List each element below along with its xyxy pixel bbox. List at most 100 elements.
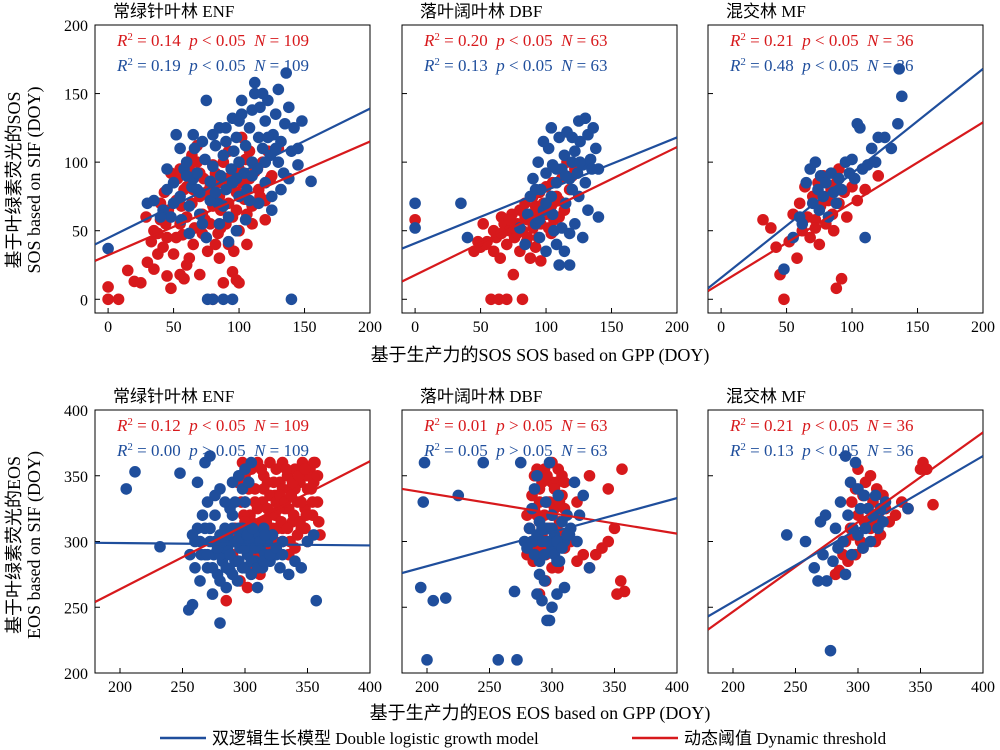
- point-double-logistic: [834, 496, 847, 508]
- y-tick-label: 150: [64, 87, 88, 104]
- svg-text:基于叶绿素荧光的SOS: 基于叶绿素荧光的SOS: [4, 91, 24, 268]
- point-double-logistic: [577, 489, 590, 502]
- point-dynamic-threshold: [602, 483, 615, 495]
- point-dynamic-threshold: [306, 496, 319, 508]
- point-double-logistic: [167, 176, 180, 189]
- point-double-logistic: [187, 128, 200, 141]
- point-double-logistic: [864, 535, 877, 548]
- point-double-logistic: [827, 555, 839, 568]
- point-double-logistic: [228, 145, 240, 157]
- point-dynamic-threshold: [845, 496, 858, 508]
- x-tick-label: 0: [411, 319, 419, 336]
- point-dynamic-threshold: [872, 170, 885, 182]
- point-double-logistic: [224, 548, 236, 561]
- point-dynamic-threshold: [213, 252, 226, 264]
- point-double-logistic: [200, 94, 213, 107]
- point-dynamic-threshold: [487, 245, 500, 258]
- point-dynamic-threshold: [529, 241, 542, 253]
- point-dynamic-threshold: [102, 293, 114, 306]
- point-double-logistic: [538, 548, 551, 561]
- point-dynamic-threshold: [187, 238, 200, 251]
- point-double-logistic: [583, 562, 596, 574]
- point-double-logistic: [527, 172, 539, 185]
- point-double-logistic: [230, 131, 243, 144]
- point-double-logistic: [541, 535, 553, 548]
- point-double-logistic: [239, 213, 252, 226]
- point-double-logistic: [553, 259, 565, 271]
- point-double-logistic: [183, 200, 196, 212]
- svg-text:SOS based on SIF (DOY): SOS based on SIF (DOY): [24, 86, 45, 273]
- point-double-logistic: [537, 135, 550, 148]
- point-dynamic-threshold: [618, 585, 631, 598]
- stats-double-logistic: R2 = 0.00 p > 0.05 N = 109: [116, 441, 309, 460]
- point-double-logistic: [200, 231, 213, 244]
- point-double-logistic: [213, 218, 226, 230]
- panel-2-plot-area: [402, 112, 677, 306]
- point-double-logistic: [800, 176, 813, 189]
- point-double-logistic: [858, 489, 871, 502]
- point-double-logistic: [207, 128, 219, 141]
- point-dynamic-threshold: [291, 529, 304, 541]
- point-double-logistic: [540, 167, 552, 179]
- point-double-logistic: [540, 197, 552, 210]
- x-tick-label: 150: [600, 319, 624, 336]
- panel-1-title: 常绿针叶林 ENF: [113, 2, 234, 21]
- point-double-logistic: [191, 476, 204, 489]
- x-tick-label: 300: [846, 679, 870, 696]
- x-axis-label-sos: 基于生产力的SOS SOS based on GPP (DOY): [371, 345, 710, 366]
- point-double-logistic: [835, 183, 848, 196]
- point-dynamic-threshold: [201, 245, 214, 258]
- x-tick-label: 200: [415, 679, 439, 696]
- point-dynamic-threshold: [765, 222, 777, 234]
- point-double-logistic: [276, 548, 289, 561]
- point-double-logistic: [857, 542, 869, 554]
- y-tick-label: 400: [64, 403, 88, 420]
- point-double-logistic: [209, 139, 222, 152]
- point-dynamic-threshold: [507, 268, 520, 281]
- x-tick-label: 200: [665, 319, 689, 336]
- point-double-logistic: [820, 575, 833, 587]
- point-double-logistic: [568, 476, 581, 489]
- point-double-logistic: [230, 224, 243, 237]
- point-dynamic-threshold: [827, 224, 840, 237]
- point-double-logistic: [233, 156, 245, 168]
- point-dynamic-threshold: [299, 463, 311, 475]
- point-dynamic-threshold: [835, 272, 848, 285]
- point-double-logistic: [199, 153, 211, 166]
- point-dynamic-threshold: [148, 263, 160, 275]
- point-double-logistic: [417, 496, 430, 508]
- point-double-logistic: [209, 489, 221, 502]
- point-double-logistic: [558, 581, 571, 594]
- point-double-logistic: [259, 529, 271, 541]
- point-double-logistic: [844, 476, 857, 489]
- point-double-logistic: [196, 509, 209, 521]
- fit-line-dynamic-threshold: [402, 487, 677, 535]
- x-tick-label: 0: [104, 319, 112, 336]
- stats-dynamic-threshold: R2 = 0.12 p < 0.05 N = 109: [116, 416, 309, 435]
- point-double-logistic: [204, 522, 216, 535]
- point-double-logistic: [839, 450, 852, 462]
- stats-double-logistic: R2 = 0.19 p < 0.05 N = 109: [116, 56, 309, 75]
- point-double-logistic: [556, 542, 568, 554]
- point-double-logistic: [189, 562, 201, 574]
- point-dynamic-threshold: [524, 252, 537, 264]
- legend-label-double-logistic: 双逻辑生长模型 Double logistic growth model: [212, 729, 539, 748]
- x-tick-label: 350: [603, 679, 627, 696]
- point-dynamic-threshold: [841, 211, 853, 223]
- point-double-logistic: [839, 568, 852, 581]
- point-double-logistic: [265, 204, 278, 216]
- point-dynamic-threshold: [927, 498, 939, 511]
- point-dynamic-threshold: [112, 293, 125, 306]
- point-double-logistic: [183, 227, 196, 240]
- point-double-logistic: [262, 131, 274, 144]
- point-double-logistic: [896, 90, 908, 103]
- point-double-logistic: [191, 167, 203, 179]
- point-dynamic-threshold: [577, 548, 590, 561]
- point-double-logistic: [590, 142, 602, 155]
- point-double-logistic: [269, 108, 282, 120]
- x-tick-label: 200: [108, 679, 132, 696]
- point-double-logistic: [813, 204, 826, 216]
- point-double-logistic: [414, 581, 427, 594]
- point-double-logistic: [576, 231, 589, 244]
- point-dynamic-threshold: [233, 277, 245, 289]
